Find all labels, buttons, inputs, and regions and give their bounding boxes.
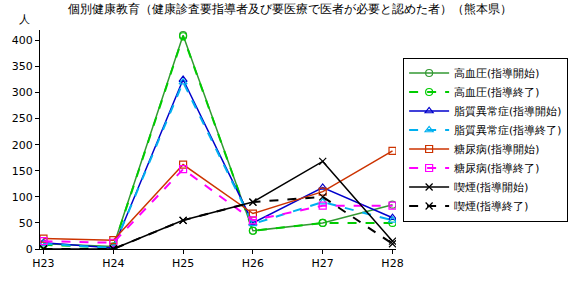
svg-text:250: 250 <box>12 112 33 125</box>
svg-text:糖尿病(指導終了): 糖尿病(指導終了) <box>454 162 539 174</box>
svg-text:H24: H24 <box>102 257 124 270</box>
svg-text:200: 200 <box>12 139 33 152</box>
svg-text:糖尿病(指導開始): 糖尿病(指導開始) <box>454 143 539 155</box>
svg-text:高血圧(指導終了): 高血圧(指導終了) <box>454 86 539 98</box>
svg-text:0: 0 <box>26 243 33 256</box>
svg-text:H26: H26 <box>242 257 264 270</box>
svg-text:H25: H25 <box>172 257 194 270</box>
svg-text:喫煙(指導開始): 喫煙(指導開始) <box>454 181 528 193</box>
svg-text:400: 400 <box>12 34 33 47</box>
svg-text:300: 300 <box>12 86 33 99</box>
svg-text:H23: H23 <box>32 257 54 270</box>
svg-text:100: 100 <box>12 191 33 204</box>
svg-text:人: 人 <box>19 13 30 26</box>
svg-text:高血圧(指導開始): 高血圧(指導開始) <box>454 67 539 79</box>
svg-text:個別健康教育（健康診査要指導者及び要医療で医者が必要と認めた: 個別健康教育（健康診査要指導者及び要医療で医者が必要と認めた者）（熊本県） <box>68 2 512 16</box>
svg-text:350: 350 <box>12 60 33 73</box>
svg-text:H27: H27 <box>312 257 334 270</box>
svg-text:脂質異常症(指導開始): 脂質異常症(指導開始) <box>454 105 561 117</box>
svg-text:喫煙(指導終了): 喫煙(指導終了) <box>454 200 528 212</box>
svg-text:150: 150 <box>12 165 33 178</box>
svg-text:脂質異常症(指導終了): 脂質異常症(指導終了) <box>454 124 561 136</box>
svg-text:50: 50 <box>19 217 33 230</box>
svg-text:H28: H28 <box>381 257 403 270</box>
